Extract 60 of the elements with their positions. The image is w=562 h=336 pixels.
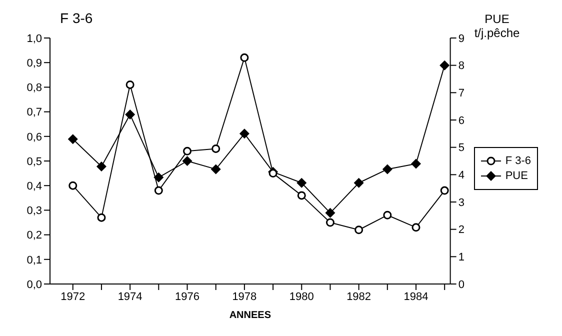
point: [240, 53, 249, 62]
y2-tick-label: 9: [458, 32, 464, 45]
legend-label: F 3-6: [505, 154, 531, 166]
point: [383, 210, 392, 220]
y-axis-title: F 3-6: [60, 10, 93, 26]
point: [96, 161, 106, 172]
x-axis-title: ANNEES: [229, 310, 272, 321]
point: [440, 186, 449, 195]
x-tick-label: 1976: [175, 290, 200, 303]
y-tick-label: 0,8: [26, 82, 42, 94]
point: [154, 186, 163, 195]
x-tick-label: 1980: [289, 290, 314, 303]
y2-tick-label: 4: [458, 170, 464, 182]
legend-label: PUE: [505, 170, 528, 182]
point: [125, 110, 136, 120]
y-tick-label: 0,4: [26, 180, 42, 193]
point: [212, 144, 220, 153]
point: [411, 158, 421, 169]
y2-tick-label: 6: [458, 114, 464, 127]
point: [412, 223, 420, 232]
point: [68, 134, 78, 144]
point: [239, 128, 250, 139]
y2-tick-label: 8: [458, 60, 464, 72]
point: [210, 164, 221, 174]
y-tick-label: 0,3: [26, 205, 42, 218]
y-tick-label: 0,6: [26, 131, 42, 144]
y-tick-label: 0,9: [26, 58, 42, 70]
y2-tick-label: 0: [458, 278, 464, 291]
x-tick-label: 1982: [346, 290, 372, 303]
point: [354, 226, 364, 234]
y2-tick-label: 2: [458, 224, 464, 236]
point: [126, 80, 134, 89]
y2-tick-label: 5: [458, 142, 464, 154]
point: [440, 60, 450, 70]
point: [382, 164, 392, 174]
y-tick-label: 0,1: [26, 254, 42, 266]
point: [297, 191, 306, 200]
y2-tick-label: 7: [458, 88, 464, 100]
x-tick-label: 1972: [60, 290, 86, 303]
point: [182, 156, 192, 166]
x-tick-label: 1984: [404, 290, 428, 303]
point: [325, 208, 336, 218]
y-tick-label: 0,7: [26, 106, 42, 119]
point: [296, 178, 307, 188]
y2-axis-title: PUE t/j.pêche: [473, 12, 521, 40]
x-tick-label: 1978: [232, 290, 257, 303]
point: [268, 169, 278, 178]
point: [326, 218, 334, 227]
point: [97, 213, 106, 222]
y-tick-label: 0,2: [26, 230, 42, 242]
y-tick-label: 1,0: [26, 32, 42, 45]
y-tick-label: 0,0: [26, 278, 42, 291]
y2-tick-label: 3: [458, 196, 464, 209]
point: [354, 178, 364, 188]
point: [183, 146, 192, 156]
y-tick-label: 0,5: [26, 156, 42, 168]
x-tick-label: 1974: [118, 290, 142, 303]
y2-tick-label: 1: [458, 252, 464, 264]
point: [68, 181, 78, 190]
point: [154, 172, 164, 182]
